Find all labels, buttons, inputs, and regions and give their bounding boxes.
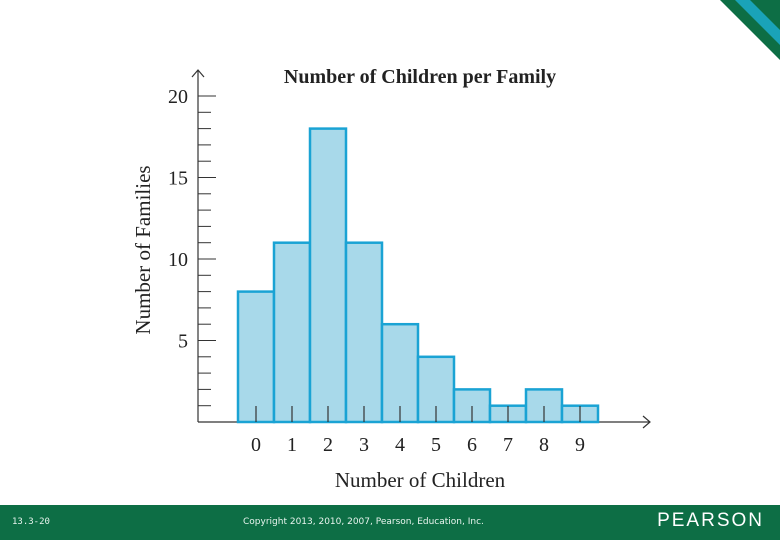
y-tick-label: 20 xyxy=(168,86,188,108)
x-tick-label: 2 xyxy=(323,434,333,456)
x-tick-label: 4 xyxy=(395,434,405,456)
chart-title: Number of Children per Family xyxy=(284,66,556,88)
histogram-bar xyxy=(308,127,348,424)
pearson-logo: PEARSON xyxy=(657,510,764,531)
histogram-bar xyxy=(380,322,420,424)
x-axis-label: Number of Children xyxy=(335,468,506,492)
y-axis-arrow xyxy=(191,69,205,78)
x-axis-arrow xyxy=(642,415,651,429)
histogram-bar xyxy=(272,241,312,424)
x-tick-label: 8 xyxy=(539,434,549,456)
y-tick-label: 10 xyxy=(168,249,188,271)
histogram-bar xyxy=(236,290,276,424)
x-tick-label: 6 xyxy=(467,434,477,456)
x-tick-label: 7 xyxy=(503,434,513,456)
y-tick-label: 15 xyxy=(168,168,188,190)
histogram-bar xyxy=(524,388,564,424)
x-tick-label: 0 xyxy=(251,434,261,456)
histogram-bar xyxy=(344,241,384,424)
footer-bar: 13.3-20 Copyright 2013, 2010, 2007, Pear… xyxy=(0,505,780,540)
x-tick-label: 9 xyxy=(575,434,585,456)
x-tick-label: 5 xyxy=(431,434,441,456)
corner-ribbon-decoration xyxy=(720,0,780,60)
x-tick-label: 1 xyxy=(287,434,297,456)
x-tick-label: 3 xyxy=(359,434,369,456)
slide-number: 13.3-20 xyxy=(12,517,50,527)
copyright-notice: Copyright 2013, 2010, 2007, Pearson, Edu… xyxy=(243,517,484,527)
ticks: 5 10 15 20 0 1 2 3 4 5 6 7 8 9 xyxy=(168,86,585,456)
y-axis-label: Number of Families xyxy=(131,165,155,334)
y-tick-label: 5 xyxy=(178,331,188,353)
bars xyxy=(236,127,600,424)
histogram-chart: Number of Children per Family Number of … xyxy=(131,66,651,492)
